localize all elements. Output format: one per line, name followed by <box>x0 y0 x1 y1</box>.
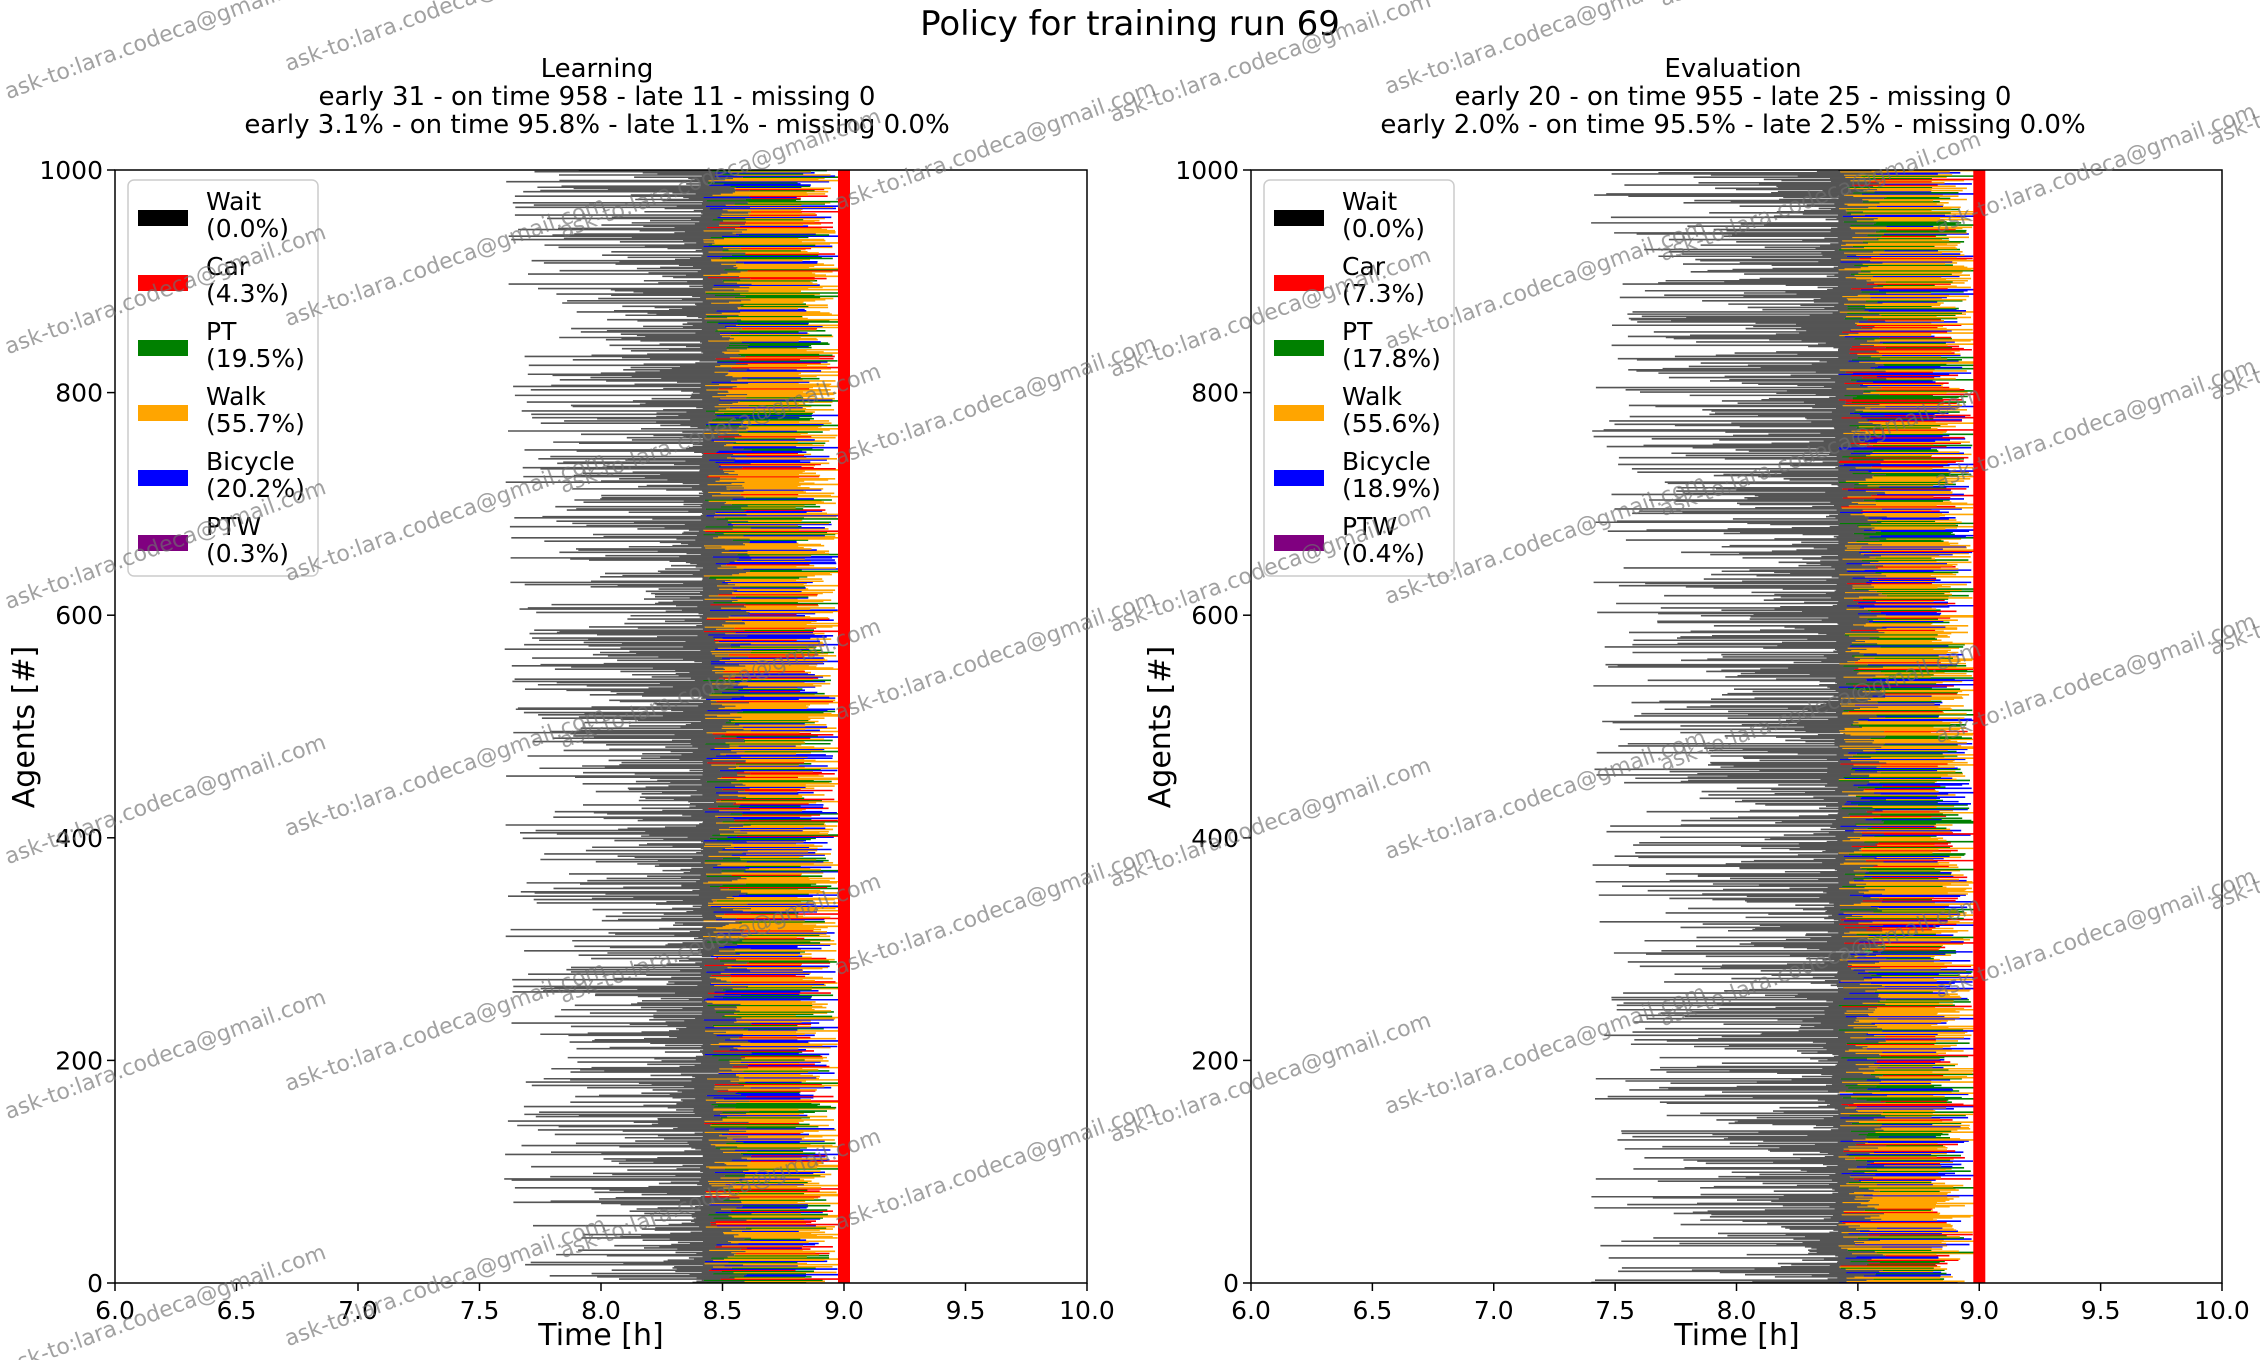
y-tick-label: 600 <box>55 601 103 630</box>
legend-swatch-wait <box>138 210 188 226</box>
legend-share: (0.3%) <box>206 539 289 568</box>
legend-share: (17.8%) <box>1342 344 1441 373</box>
legend-evaluation: Wait(0.0%) Car(7.3%) PT(17.8%) Walk(55.6%) B… <box>1263 179 1455 577</box>
subplot-title: Learning <box>541 54 654 84</box>
x-tick-label: 9.5 <box>946 1296 986 1325</box>
axis-ticks-learning: 6.0 6.5 7.0 7.5 8.0 8.5 9.0 9.5 10.0 0 200 400 600 80… <box>39 156 1114 1325</box>
y-tick-label: 800 <box>1191 379 1239 408</box>
legend-share: (55.7%) <box>206 409 305 438</box>
x-tick-label: 8.5 <box>1838 1296 1878 1325</box>
y-tick-label: 0 <box>1223 1269 1239 1298</box>
deadline-marker <box>838 170 850 1283</box>
legend-share: (4.3%) <box>206 279 289 308</box>
x-tick-label: 7.5 <box>1595 1296 1635 1325</box>
plot-area-learning <box>504 169 850 1284</box>
legend-label: PTW <box>206 512 261 541</box>
legend-swatch-car <box>1274 275 1324 291</box>
subplot-subtitle-percent: early 3.1% - on time 95.8% - late 1.1% -… <box>244 110 949 140</box>
x-tick-label: 7.5 <box>460 1296 500 1325</box>
subplot-subtitle-counts: early 31 - on time 958 - late 11 - missi… <box>319 82 876 112</box>
legend-share: (0.0%) <box>206 214 289 243</box>
x-tick-label: 8.0 <box>581 1296 621 1325</box>
legend-swatch-ptw <box>138 535 188 551</box>
plot-area-evaluation <box>1591 169 1986 1284</box>
y-tick-label: 400 <box>1191 824 1239 853</box>
subplot-subtitle-counts: early 20 - on time 955 - late 25 - missi… <box>1455 82 2012 112</box>
y-axis-label: Agents [#] <box>1143 646 1178 809</box>
x-tick-label: 7.0 <box>1474 1296 1514 1325</box>
x-tick-label: 7.0 <box>338 1296 378 1325</box>
y-tick-label: 400 <box>55 824 103 853</box>
y-tick-label: 0 <box>87 1269 103 1298</box>
legend-swatch-bicycle <box>138 470 188 486</box>
x-tick-label: 6.0 <box>1231 1296 1271 1325</box>
x-tick-label: 8.5 <box>703 1296 743 1325</box>
x-tick-label: 6.5 <box>217 1296 257 1325</box>
legend-swatch-pt <box>138 340 188 356</box>
legend-swatch-walk <box>1274 405 1324 421</box>
y-tick-label: 200 <box>1191 1046 1239 1075</box>
legend-swatch-ptw <box>1274 535 1324 551</box>
deadline-marker <box>1973 170 1986 1283</box>
y-tick-label: 600 <box>1191 601 1239 630</box>
x-tick-label: 6.0 <box>95 1296 135 1325</box>
legend-share: (0.4%) <box>1342 539 1425 568</box>
legend-share: (18.9%) <box>1342 474 1441 503</box>
legend-share: (19.5%) <box>206 344 305 373</box>
axis-ticks-evaluation: 6.0 6.5 7.0 7.5 8.0 8.5 9.0 9.5 10.0 0 200 400 600 80… <box>1175 156 2249 1325</box>
legend-label: PTW <box>1342 512 1397 541</box>
legend-label: Car <box>1342 252 1386 281</box>
x-tick-label: 9.5 <box>2081 1296 2121 1325</box>
x-tick-label: 8.0 <box>1717 1296 1757 1325</box>
legend-label: Car <box>206 252 250 281</box>
legend-items: Wait(0.0%) Car(4.3%) PT(19.5%) Walk(55.7%) B… <box>138 187 305 568</box>
legend-label: Bicycle <box>1342 447 1431 476</box>
legend-label: PT <box>1342 317 1373 346</box>
x-tick-label: 9.0 <box>824 1296 864 1325</box>
legend-swatch-car <box>138 275 188 291</box>
y-tick-label: 1000 <box>39 156 103 185</box>
subplot-evaluation: Evaluation early 20 - on time 955 - late… <box>1143 54 2250 1353</box>
legend-label: PT <box>206 317 237 346</box>
legend-share: (7.3%) <box>1342 279 1425 308</box>
y-tick-label: 1000 <box>1175 156 1239 185</box>
y-tick-label: 800 <box>55 379 103 408</box>
x-tick-label: 10.0 <box>1059 1296 1115 1325</box>
subplot-subtitle-percent: early 2.0% - on time 95.5% - late 2.5% -… <box>1380 110 2085 140</box>
x-axis-label: Time [h] <box>537 1318 663 1353</box>
legend-swatch-wait <box>1274 210 1324 226</box>
x-axis-label: Time [h] <box>1673 1318 1799 1353</box>
legend-label: Bicycle <box>206 447 295 476</box>
suptitle: Policy for training run 69 <box>920 4 1340 44</box>
legend-learning: Wait(0.0%) Car(4.3%) PT(19.5%) Walk(55.7%) B… <box>127 179 319 577</box>
legend-label: Wait <box>206 187 261 216</box>
legend-share: (20.2%) <box>206 474 305 503</box>
y-tick-label: 200 <box>55 1046 103 1075</box>
x-tick-label: 9.0 <box>1959 1296 1999 1325</box>
legend-label: Walk <box>206 382 266 411</box>
x-tick-label: 10.0 <box>2194 1296 2250 1325</box>
y-axis-label: Agents [#] <box>7 646 42 809</box>
legend-label: Walk <box>1342 382 1402 411</box>
legend-swatch-pt <box>1274 340 1324 356</box>
legend-swatch-walk <box>138 405 188 421</box>
legend-swatch-bicycle <box>1274 470 1324 486</box>
x-tick-label: 6.5 <box>1352 1296 1392 1325</box>
legend-share: (0.0%) <box>1342 214 1425 243</box>
subplot-title: Evaluation <box>1664 54 1801 84</box>
legend-label: Wait <box>1342 187 1397 216</box>
legend-items: Wait(0.0%) Car(7.3%) PT(17.8%) Walk(55.6%) B… <box>1274 187 1441 568</box>
legend-share: (55.6%) <box>1342 409 1441 438</box>
subplot-learning: Learning early 31 - on time 958 - late 1… <box>7 54 1115 1353</box>
